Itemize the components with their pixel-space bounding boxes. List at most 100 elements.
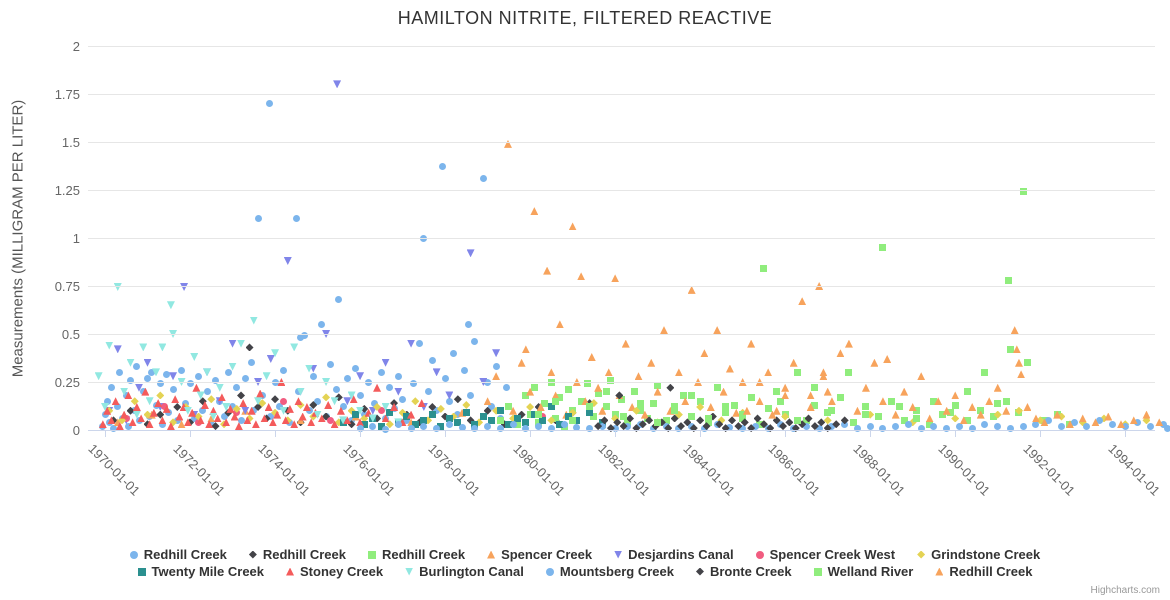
data-point[interactable] [598, 406, 607, 415]
data-point[interactable] [785, 418, 794, 427]
data-point[interactable] [199, 407, 207, 415]
data-point[interactable] [702, 422, 711, 431]
data-point[interactable] [271, 349, 280, 358]
legend-item[interactable]: Spencer Creek West [755, 547, 895, 562]
data-point[interactable] [192, 383, 201, 392]
data-point[interactable] [262, 372, 271, 381]
data-point[interactable] [1014, 406, 1023, 415]
data-point[interactable] [509, 420, 517, 428]
data-point[interactable] [706, 402, 715, 411]
data-point[interactable] [590, 413, 598, 421]
data-point[interactable] [535, 422, 543, 430]
data-point[interactable] [336, 406, 345, 415]
data-point[interactable] [224, 368, 232, 376]
legend-item[interactable]: Redhill Creek [935, 564, 1032, 579]
data-point[interactable] [445, 391, 454, 400]
data-point[interactable] [1053, 410, 1062, 419]
data-point[interactable] [688, 422, 696, 430]
data-point[interactable] [577, 397, 585, 405]
data-point[interactable] [722, 403, 730, 411]
data-point[interactable] [586, 403, 594, 411]
data-point[interactable] [828, 422, 836, 430]
data-point[interactable] [637, 407, 645, 415]
data-point[interactable] [583, 380, 591, 388]
data-point[interactable] [145, 397, 154, 406]
data-point[interactable] [103, 406, 112, 415]
data-point[interactable] [271, 408, 280, 417]
data-point[interactable] [258, 399, 267, 408]
data-point[interactable] [464, 320, 472, 328]
data-point[interactable] [781, 383, 790, 392]
legend-item[interactable]: Mountsberg Creek [545, 564, 674, 579]
data-point[interactable] [143, 358, 152, 367]
data-point[interactable] [753, 414, 762, 423]
data-point[interactable] [403, 416, 411, 424]
data-point[interactable] [145, 420, 154, 429]
data-point[interactable] [190, 353, 199, 362]
data-point[interactable] [671, 403, 679, 411]
data-point[interactable] [677, 422, 685, 431]
data-point[interactable] [900, 387, 909, 396]
data-point[interactable] [624, 422, 632, 430]
data-point[interactable] [759, 420, 768, 429]
data-point[interactable] [171, 395, 180, 404]
data-point[interactable] [177, 420, 186, 429]
data-point[interactable] [458, 408, 467, 417]
data-point[interactable] [211, 422, 220, 431]
data-point[interactable] [594, 383, 603, 392]
data-point[interactable] [513, 414, 521, 422]
data-point[interactable] [904, 420, 912, 428]
data-point[interactable] [371, 399, 379, 407]
data-point[interactable] [1116, 420, 1125, 429]
data-point[interactable] [632, 424, 641, 433]
data-point[interactable] [594, 422, 603, 431]
data-point[interactable] [739, 411, 747, 419]
data-point[interactable] [573, 416, 581, 424]
data-point[interactable] [144, 374, 151, 382]
data-point[interactable] [947, 409, 955, 417]
data-point[interactable] [152, 368, 161, 377]
data-point[interactable] [154, 399, 163, 408]
data-point[interactable] [162, 404, 171, 413]
data-point[interactable] [254, 215, 262, 223]
data-point[interactable] [307, 418, 316, 427]
data-point[interactable] [600, 416, 609, 425]
data-point[interactable] [373, 383, 382, 392]
data-point[interactable] [613, 418, 622, 427]
data-point[interactable] [458, 423, 466, 431]
data-point[interactable] [273, 410, 282, 419]
data-point[interactable] [143, 410, 152, 419]
data-point[interactable] [1032, 420, 1040, 428]
data-point[interactable] [416, 340, 424, 348]
data-point[interactable] [696, 402, 705, 411]
data-point[interactable] [1070, 418, 1078, 426]
data-point[interactable] [766, 424, 775, 433]
data-point[interactable] [777, 420, 785, 428]
data-point[interactable] [1010, 326, 1019, 335]
data-point[interactable] [492, 363, 500, 371]
data-point[interactable] [407, 410, 416, 419]
data-point[interactable] [462, 401, 471, 410]
data-point[interactable] [314, 397, 322, 405]
data-point[interactable] [496, 424, 504, 432]
data-point[interactable] [547, 403, 555, 411]
data-point[interactable] [220, 413, 228, 421]
data-point[interactable] [638, 420, 647, 429]
data-point[interactable] [517, 410, 526, 419]
data-point[interactable] [471, 420, 479, 428]
data-point[interactable] [883, 354, 892, 363]
data-point[interactable] [547, 424, 555, 432]
data-point[interactable] [930, 397, 938, 405]
data-point[interactable] [107, 416, 116, 425]
data-point[interactable] [126, 358, 135, 367]
data-point[interactable] [280, 366, 288, 374]
data-point[interactable] [845, 368, 853, 376]
legend-item[interactable]: Redhill Creek [248, 547, 346, 562]
data-point[interactable] [649, 399, 657, 407]
data-point[interactable] [993, 410, 1002, 419]
data-point[interactable] [861, 383, 870, 392]
data-point[interactable] [552, 397, 560, 405]
data-point[interactable] [339, 403, 347, 411]
data-point[interactable] [188, 408, 197, 417]
data-point[interactable] [552, 414, 560, 422]
